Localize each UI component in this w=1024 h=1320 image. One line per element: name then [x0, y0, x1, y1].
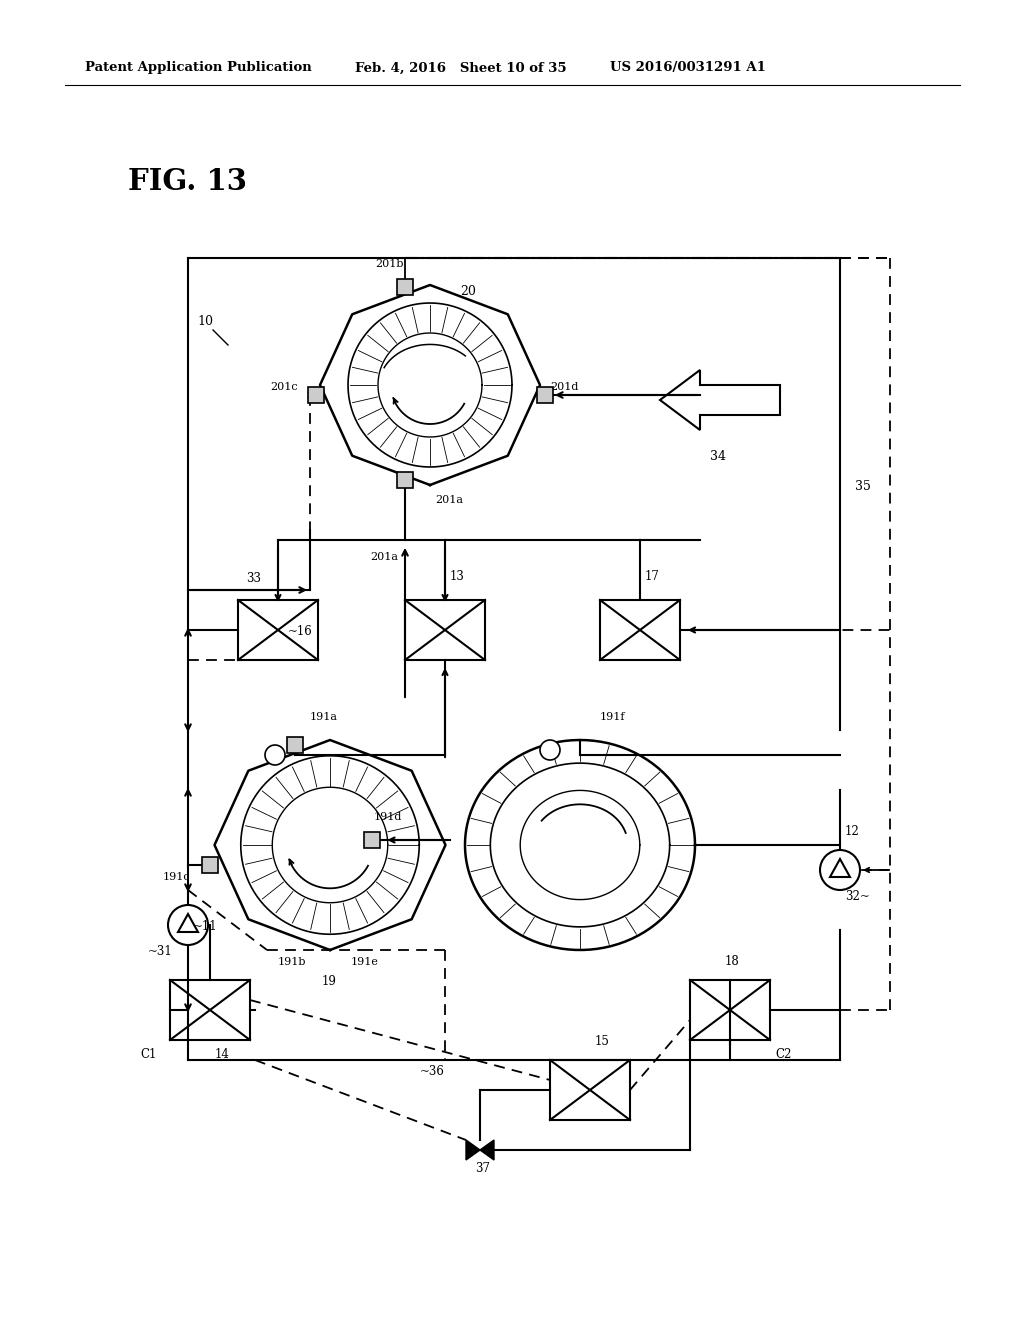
Text: 191c: 191c [163, 873, 190, 882]
Text: US 2016/0031291 A1: US 2016/0031291 A1 [610, 62, 766, 74]
Text: 10: 10 [197, 315, 213, 327]
Text: 201c: 201c [270, 381, 298, 392]
Polygon shape [466, 1140, 480, 1160]
Text: 34: 34 [710, 450, 726, 463]
Circle shape [820, 850, 860, 890]
Bar [364, 832, 380, 847]
Text: ~31: ~31 [148, 945, 173, 958]
Text: 201a: 201a [435, 495, 463, 506]
Text: 17: 17 [645, 570, 659, 583]
Text: C1: C1 [140, 1048, 157, 1061]
Bar [397, 279, 413, 294]
Text: 14: 14 [215, 1048, 229, 1061]
Text: 18: 18 [725, 954, 739, 968]
Bar [170, 979, 250, 1040]
Text: ~11: ~11 [193, 920, 218, 933]
Text: 191b: 191b [278, 957, 306, 968]
Bar [600, 601, 680, 660]
Text: 19: 19 [322, 975, 337, 987]
Text: 191a: 191a [310, 711, 338, 722]
Text: Patent Application Publication: Patent Application Publication [85, 62, 311, 74]
Circle shape [540, 741, 560, 760]
Text: 191d: 191d [374, 812, 402, 822]
Text: 12: 12 [845, 825, 860, 838]
Text: 201a: 201a [370, 552, 398, 562]
Text: C2: C2 [775, 1048, 792, 1061]
Text: 37: 37 [475, 1162, 490, 1175]
Text: ~16: ~16 [288, 624, 312, 638]
Bar [537, 387, 553, 403]
Text: 191e: 191e [351, 957, 379, 968]
Polygon shape [480, 1140, 494, 1160]
Text: FIG. 13: FIG. 13 [128, 168, 247, 197]
Bar [307, 387, 324, 403]
Circle shape [168, 906, 208, 945]
Polygon shape [660, 370, 780, 430]
Text: 201d: 201d [550, 381, 579, 392]
Text: 20: 20 [460, 285, 476, 298]
Bar [202, 857, 218, 873]
Text: 35: 35 [855, 480, 870, 492]
Bar [287, 737, 303, 752]
Bar [397, 473, 413, 488]
Text: Feb. 4, 2016   Sheet 10 of 35: Feb. 4, 2016 Sheet 10 of 35 [355, 62, 566, 74]
Text: 13: 13 [450, 570, 465, 583]
Bar [238, 601, 318, 660]
Text: 191f: 191f [600, 711, 626, 722]
Circle shape [265, 744, 285, 766]
Text: 201b: 201b [375, 259, 403, 269]
Text: 33: 33 [246, 572, 261, 585]
Text: 15: 15 [595, 1035, 610, 1048]
Bar [690, 979, 770, 1040]
Text: 32~: 32~ [845, 890, 869, 903]
Bar [550, 1060, 630, 1119]
Text: ~36: ~36 [420, 1065, 444, 1078]
Bar [406, 601, 485, 660]
